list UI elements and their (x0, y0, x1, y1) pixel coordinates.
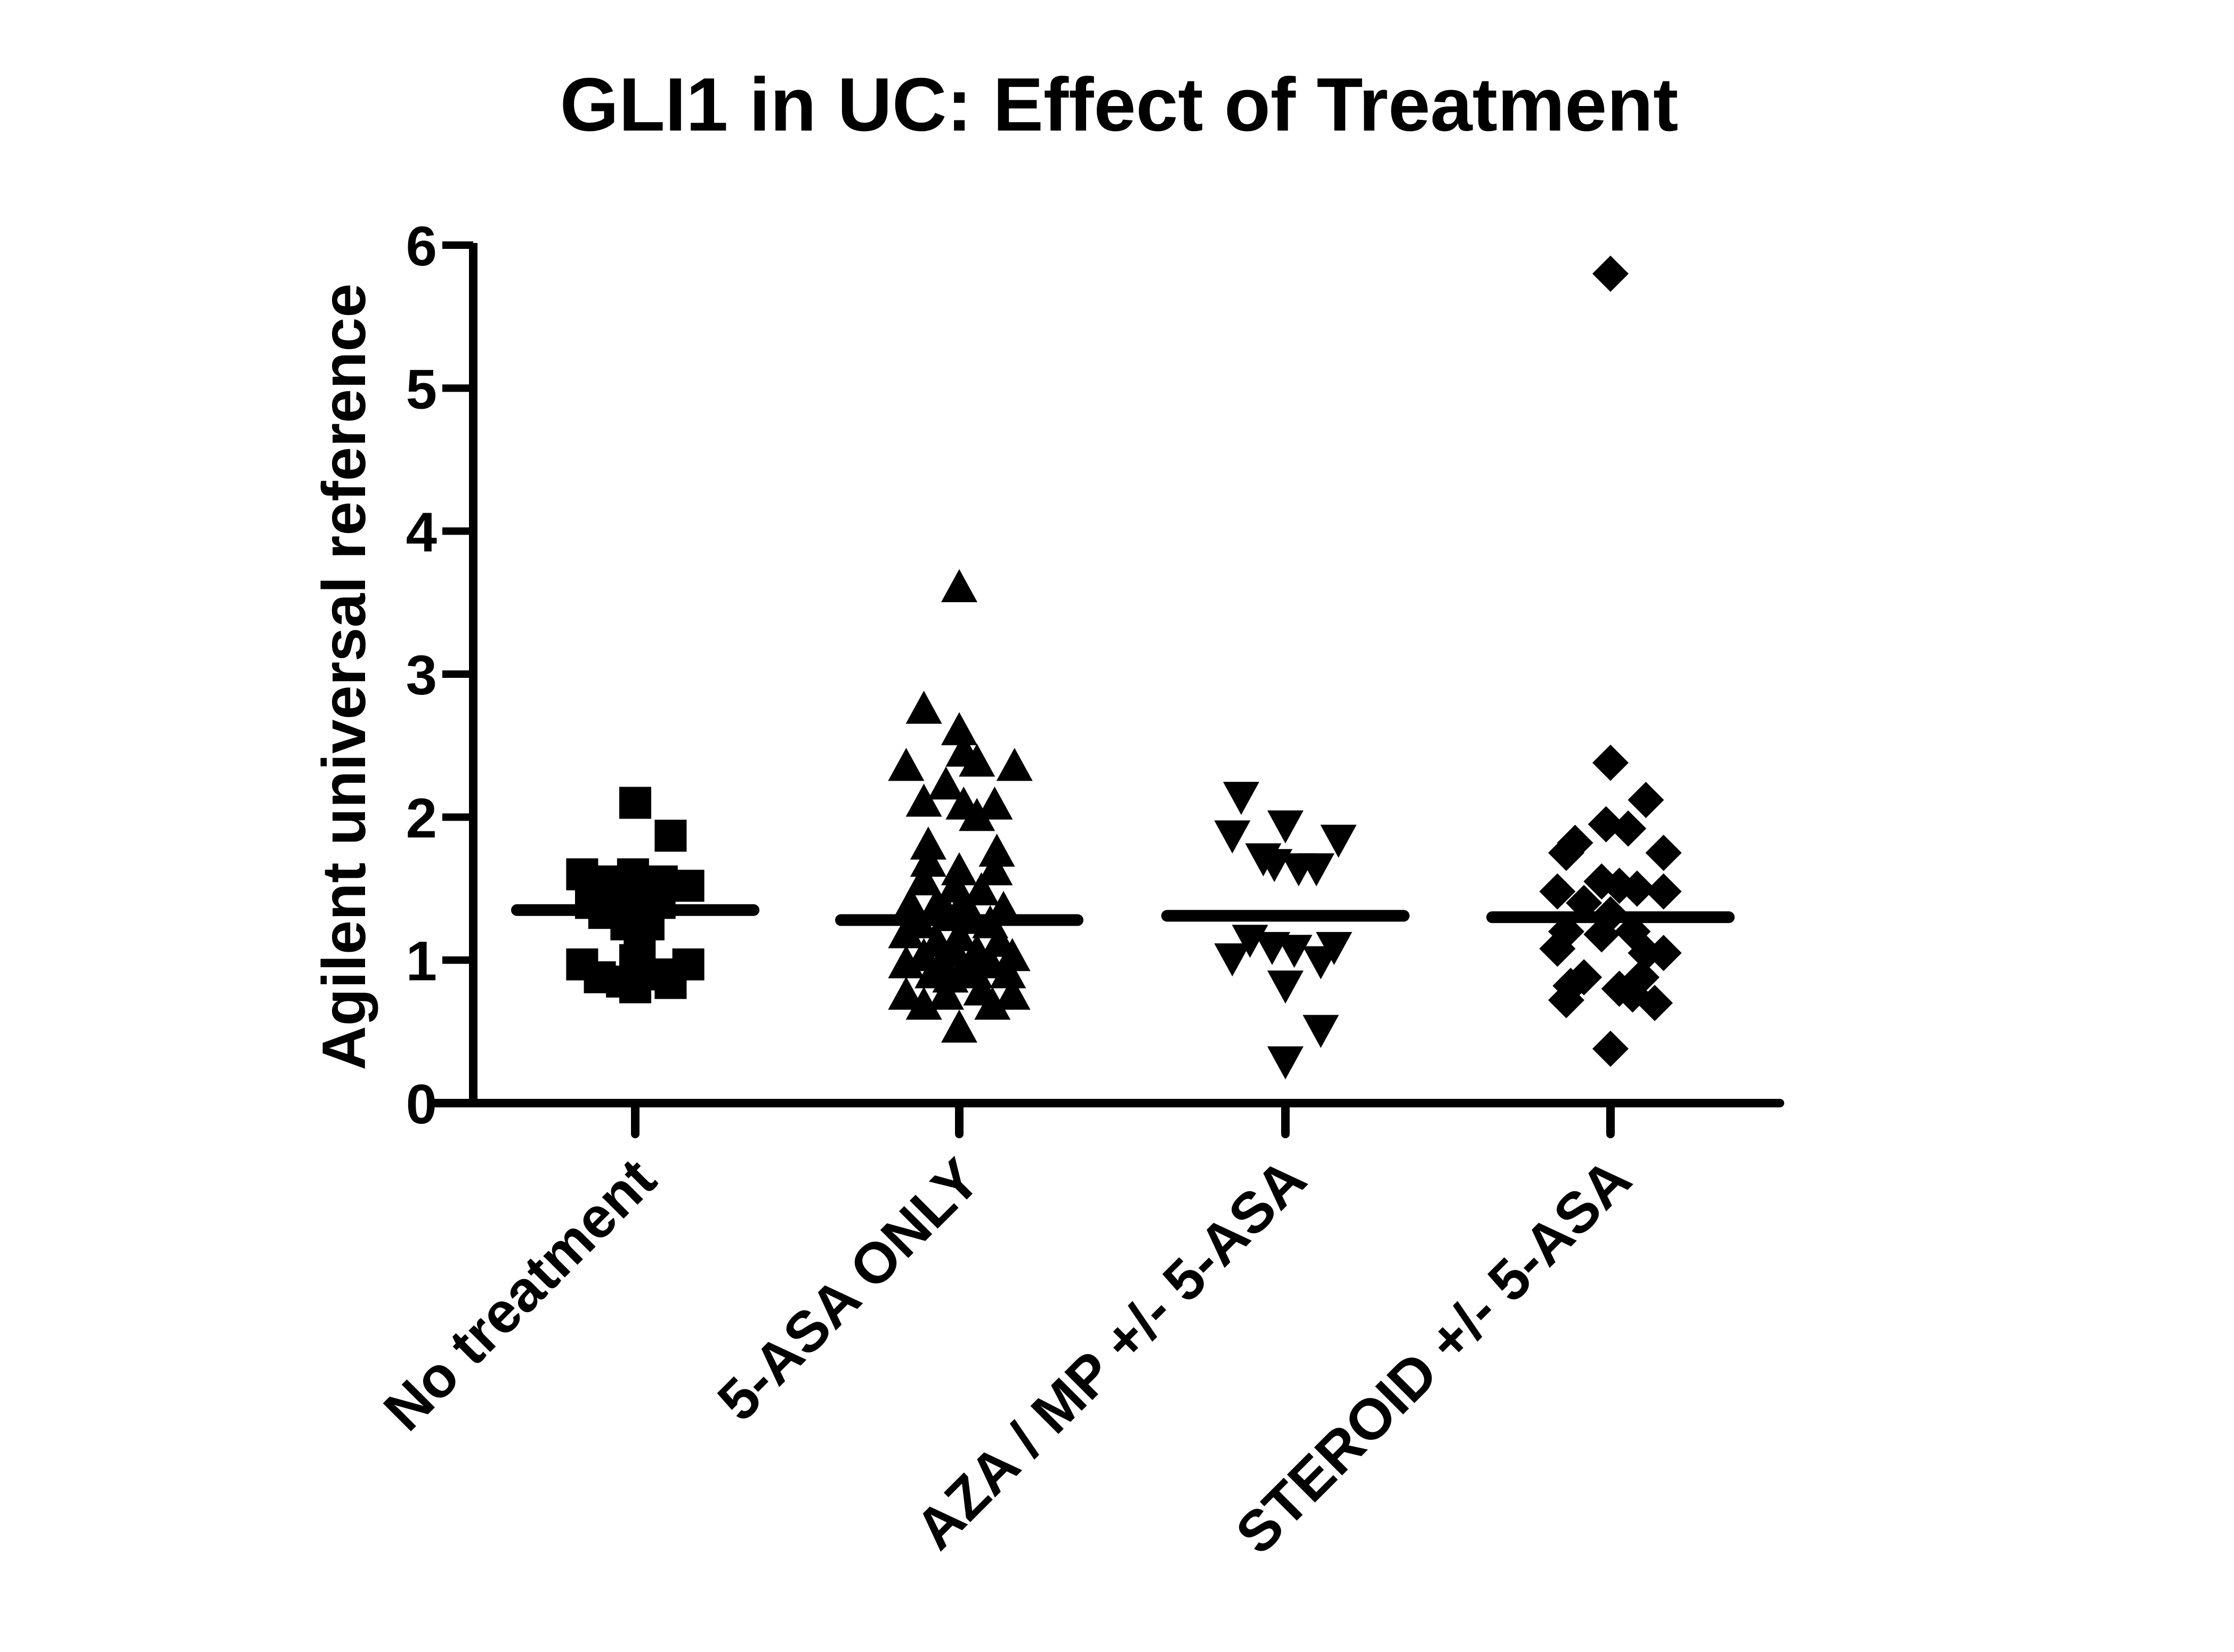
data-point (910, 844, 946, 877)
data-point (910, 827, 946, 860)
y-tick-label: 0 (406, 1073, 437, 1136)
data-point (1214, 943, 1251, 977)
data-point (672, 870, 705, 902)
data-point (959, 743, 995, 777)
data-point (1592, 1031, 1629, 1067)
data-point (928, 766, 965, 800)
data-point (1645, 935, 1682, 971)
y-tick-label: 1 (406, 930, 437, 993)
data-point (976, 852, 1013, 886)
data-point (905, 862, 942, 896)
data-point (905, 691, 942, 724)
data-point (1298, 853, 1335, 887)
y-tick-label: 4 (406, 501, 437, 564)
chart-title: GLI1 in UC: Effect of Treatment (560, 62, 1679, 147)
x-tick-label: No treatment (371, 1146, 668, 1443)
data-point (1267, 970, 1304, 1004)
data-point (1610, 810, 1647, 847)
data-point (1276, 935, 1313, 968)
data-point (1637, 985, 1673, 1022)
data-point (654, 820, 687, 852)
data-point (1267, 810, 1304, 844)
data-point (976, 786, 1013, 820)
data-point (1214, 820, 1251, 854)
y-tick-label: 2 (406, 787, 437, 849)
data-point (888, 945, 925, 978)
data-point (654, 967, 687, 999)
data-point (941, 1009, 977, 1043)
data-point (888, 976, 925, 1010)
data-point (1302, 946, 1339, 979)
data-point (1539, 873, 1576, 910)
data-point (617, 858, 649, 890)
data-point (1645, 873, 1682, 910)
data-point (1548, 982, 1584, 1018)
data-point (941, 569, 977, 602)
data-point (1645, 835, 1682, 871)
data-point (996, 748, 1033, 781)
data-point (619, 971, 651, 1003)
y-tick-label: 5 (406, 358, 437, 420)
data-point (1583, 916, 1620, 953)
data-point (888, 748, 925, 781)
data-point (990, 955, 1026, 989)
data-point (1592, 255, 1629, 292)
data-point (1267, 1046, 1304, 1080)
data-point (959, 798, 995, 831)
y-tick-label: 6 (406, 215, 437, 278)
data-point (941, 712, 977, 746)
data-point (1548, 835, 1584, 871)
y-tick-label: 3 (406, 644, 437, 707)
data-point (994, 938, 1031, 971)
data-point (905, 986, 942, 1020)
data-point (932, 959, 969, 993)
data-point (963, 872, 1000, 905)
data-point (1539, 930, 1576, 967)
data-point (1628, 782, 1664, 819)
data-point (978, 833, 1015, 867)
data-point (928, 976, 965, 1010)
data-point (1223, 782, 1259, 815)
data-point (619, 787, 651, 819)
data-point (888, 915, 925, 949)
data-point (1302, 1015, 1339, 1048)
data-point (1618, 870, 1655, 907)
data-point (941, 852, 977, 886)
x-tick-label: 5-ASA ONLY (705, 1146, 992, 1433)
data-point (1592, 744, 1629, 781)
data-point (905, 783, 942, 817)
y-axis-label: Agilent universal reference (310, 284, 378, 1070)
data-point (994, 976, 1031, 1010)
data-point (974, 986, 1011, 1020)
data-point (1320, 824, 1357, 858)
